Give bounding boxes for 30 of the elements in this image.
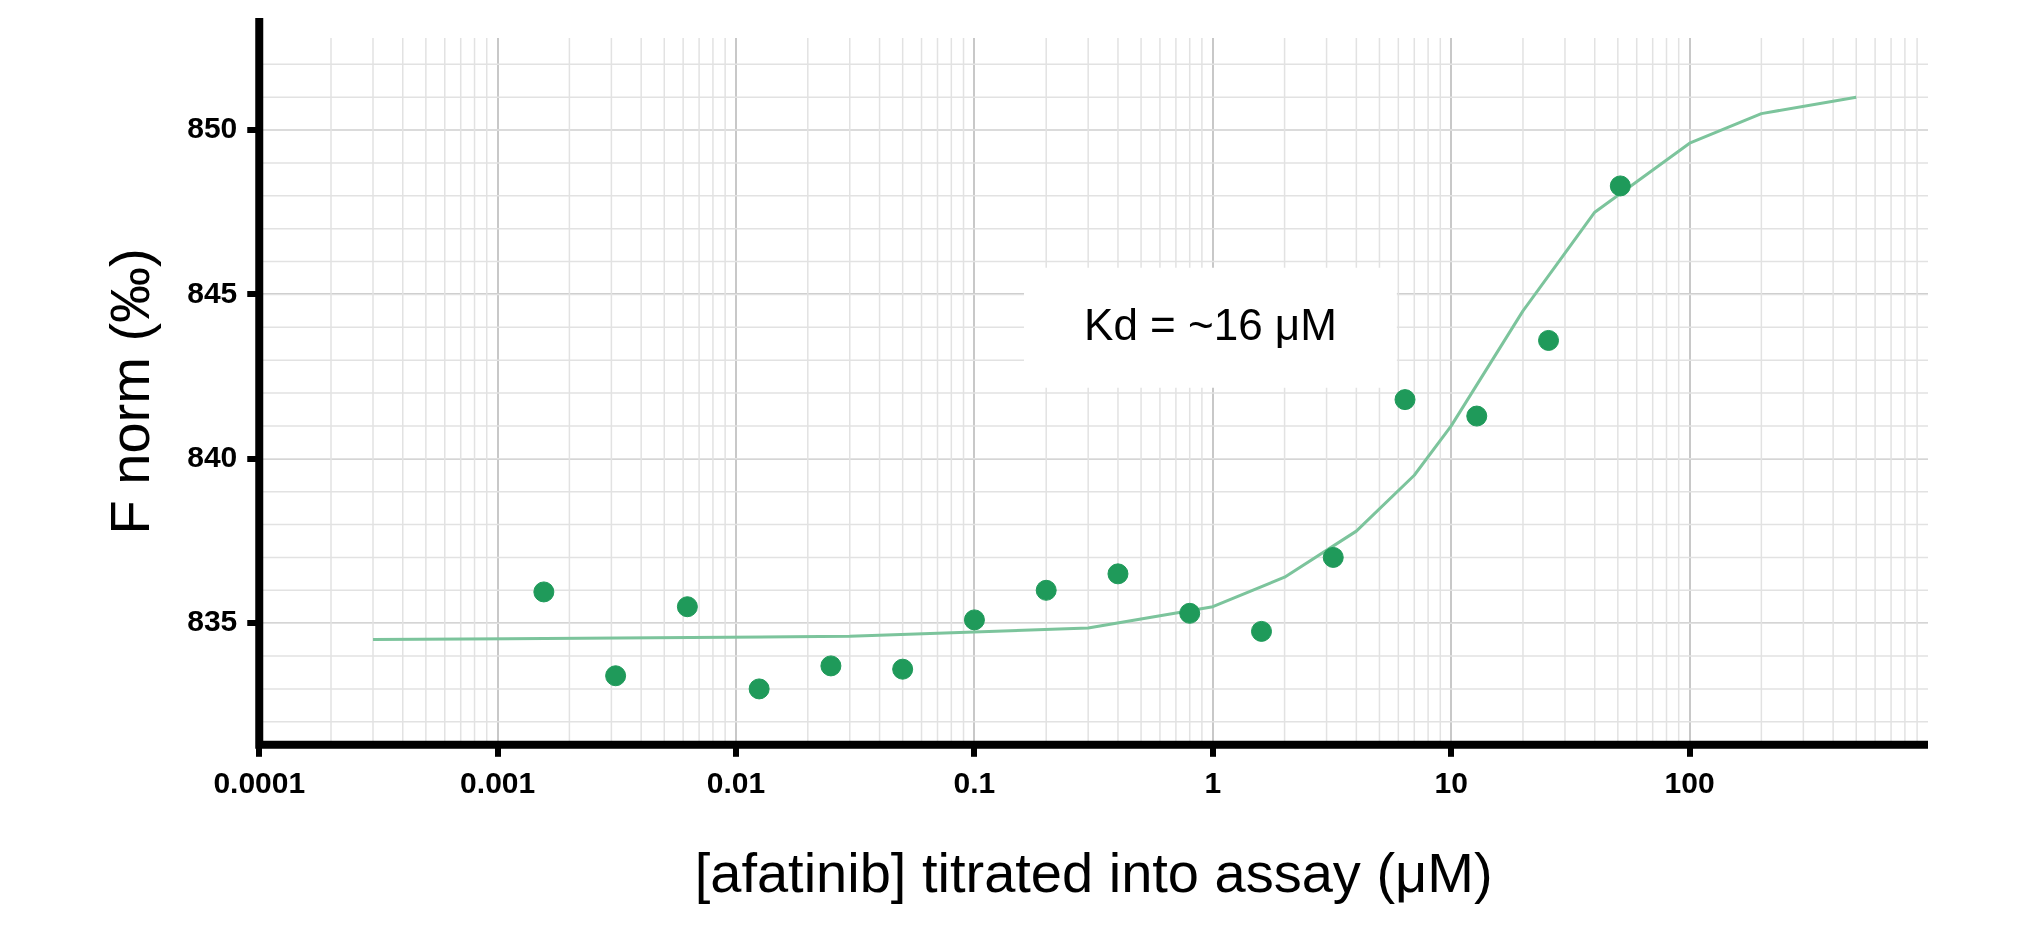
x-tick-label: 100 (1664, 766, 1715, 800)
point (1322, 546, 1344, 568)
y-tick-label: 845 (187, 275, 238, 309)
point (892, 658, 914, 680)
y-tick-label: 850 (187, 111, 238, 145)
point (533, 581, 555, 603)
point (748, 678, 770, 700)
y-tick-label: 835 (187, 604, 238, 638)
y-axis-title: F norm (‰) (98, 248, 162, 535)
point (963, 609, 985, 631)
point (820, 655, 842, 677)
y-tick-label: 840 (187, 440, 238, 474)
point (1107, 563, 1129, 585)
point (1035, 579, 1057, 601)
x-tick-label: 0.1 (953, 766, 996, 800)
point (676, 596, 698, 618)
point (1466, 405, 1488, 427)
point (1538, 329, 1560, 351)
x-tick-label: 0.01 (706, 766, 766, 800)
annotation: Kd = ~16 μM (1084, 299, 1337, 349)
x-tick-label: 10 (1434, 766, 1468, 800)
point (1609, 175, 1631, 197)
x-tick-label: 0.0001 (213, 766, 306, 800)
point (605, 665, 627, 687)
point (1250, 620, 1272, 642)
x-tick-label: 1 (1204, 766, 1222, 800)
x-tick-label: 0.001 (460, 766, 536, 800)
x-axis-title: [afatinib] titrated into assay (μM) (694, 840, 1493, 904)
point (1179, 602, 1201, 624)
point (1394, 389, 1416, 411)
